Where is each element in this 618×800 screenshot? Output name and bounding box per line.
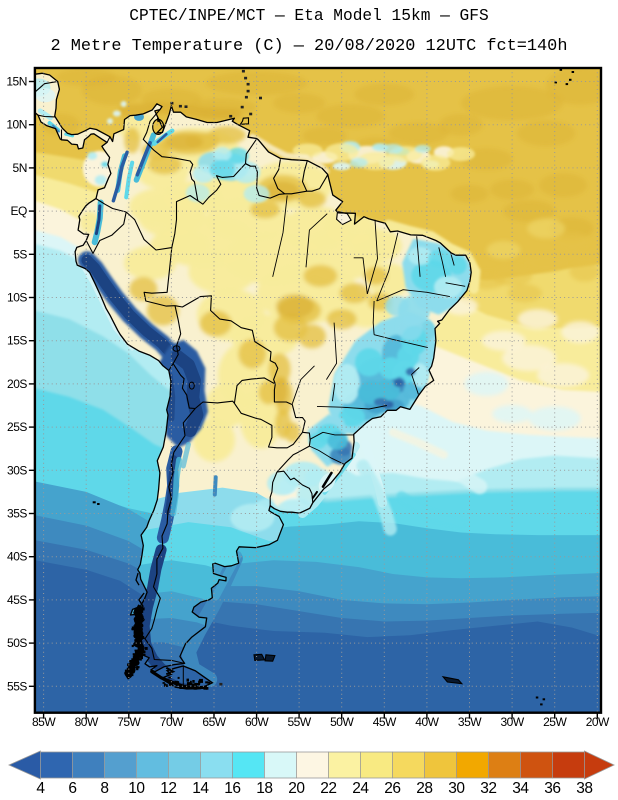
svg-text:8: 8 xyxy=(100,780,108,797)
svg-text:55S: 55S xyxy=(7,679,27,693)
svg-text:22: 22 xyxy=(320,780,336,797)
svg-text:38: 38 xyxy=(576,780,592,797)
svg-text:16: 16 xyxy=(224,780,240,797)
svg-text:4: 4 xyxy=(36,780,45,797)
svg-text:5N: 5N xyxy=(13,161,27,175)
svg-text:20: 20 xyxy=(288,780,305,797)
svg-text:45W: 45W xyxy=(373,715,397,729)
svg-text:5S: 5S xyxy=(13,247,27,261)
svg-text:EQ: EQ xyxy=(11,204,28,218)
svg-text:70W: 70W xyxy=(160,715,184,729)
svg-text:34: 34 xyxy=(512,780,529,797)
svg-text:10S: 10S xyxy=(7,291,27,305)
svg-text:12: 12 xyxy=(160,780,176,797)
svg-text:30W: 30W xyxy=(501,715,525,729)
svg-text:25W: 25W xyxy=(543,715,567,729)
svg-text:35S: 35S xyxy=(7,507,27,521)
svg-text:40S: 40S xyxy=(7,550,27,564)
svg-text:CPTEC/INPE/MCT — Eta Model 15: CPTEC/INPE/MCT — Eta Model 15km — GFS xyxy=(129,7,488,25)
svg-text:25S: 25S xyxy=(7,420,27,434)
svg-text:30: 30 xyxy=(448,780,465,797)
svg-text:60W: 60W xyxy=(245,715,269,729)
svg-text:40W: 40W xyxy=(415,715,439,729)
svg-text:50W: 50W xyxy=(330,715,354,729)
svg-text:10: 10 xyxy=(128,780,145,797)
svg-text:36: 36 xyxy=(544,780,560,797)
svg-text:35W: 35W xyxy=(458,715,482,729)
svg-text:6: 6 xyxy=(68,780,76,797)
svg-text:15N: 15N xyxy=(6,75,27,89)
svg-text:18: 18 xyxy=(256,780,272,797)
svg-text:26: 26 xyxy=(384,780,400,797)
svg-text:24: 24 xyxy=(352,780,369,797)
svg-text:30S: 30S xyxy=(7,463,27,477)
svg-text:45S: 45S xyxy=(7,593,27,607)
svg-text:28: 28 xyxy=(416,780,432,797)
svg-text:14: 14 xyxy=(192,780,209,797)
svg-text:10N: 10N xyxy=(6,118,27,132)
svg-text:2 Metre Temperature (C) — 20/0: 2 Metre Temperature (C) — 20/08/2020 12U… xyxy=(51,37,568,56)
svg-text:50S: 50S xyxy=(7,636,27,650)
svg-text:80W: 80W xyxy=(75,715,99,729)
svg-text:55W: 55W xyxy=(288,715,312,729)
svg-text:75W: 75W xyxy=(117,715,141,729)
svg-text:20W: 20W xyxy=(586,715,610,729)
svg-text:15S: 15S xyxy=(7,334,27,348)
svg-text:65W: 65W xyxy=(202,715,226,729)
svg-text:85W: 85W xyxy=(32,715,56,729)
svg-text:20S: 20S xyxy=(7,377,27,391)
svg-text:32: 32 xyxy=(480,780,496,797)
